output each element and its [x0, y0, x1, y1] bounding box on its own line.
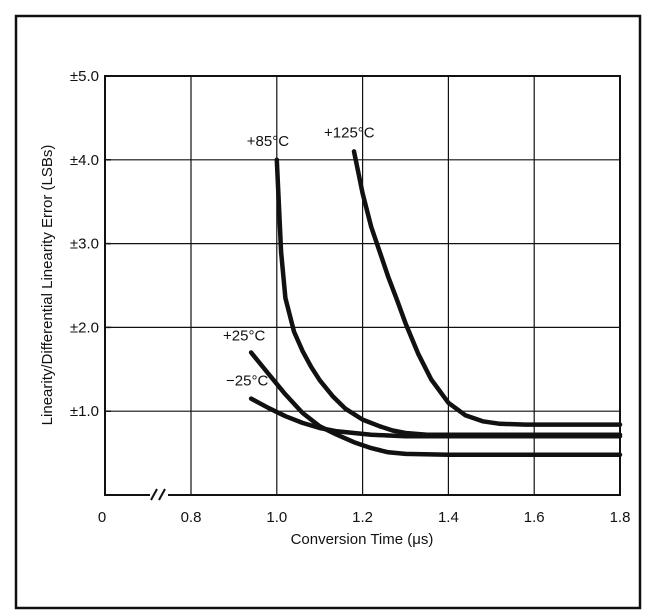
series-layer [248, 149, 623, 458]
x-tick-label-2: 1.2 [352, 509, 373, 526]
y-tick-label-0: ±1.0 [70, 403, 99, 420]
x-axis-label: Conversion Time (μs) [291, 531, 434, 548]
x-tick-label-0: 0.8 [181, 509, 202, 526]
outer-frame [14, 14, 642, 610]
y-axis-label: Linearity/Differential Linearity Error (… [39, 145, 56, 426]
x-axis-break-mark [150, 488, 168, 502]
x-tick-label-5: 1.8 [610, 509, 631, 526]
series-line-3 [248, 396, 623, 439]
x-tick-label-3: 1.4 [438, 509, 459, 526]
y-tick-label-3: ±4.0 [70, 152, 99, 169]
tick-labels: ±1.0 ±2.0 ±3.0 ±4.0 ±5.0 0.8 1.0 1.2 1.4 1.6 1.8 0 [70, 68, 631, 526]
x-tick-label-1: 1.0 [266, 509, 287, 526]
series-label-0: +85°C [247, 133, 289, 150]
series-label-2: +25°C [223, 328, 265, 345]
y-tick-label-1: ±2.0 [70, 319, 99, 336]
x-tick-label-4: 1.6 [524, 509, 545, 526]
series-labels: +85°C +125°C +25°C −25°C [223, 124, 375, 389]
plot-frame [104, 75, 621, 496]
series-line-2 [248, 350, 623, 458]
series-label-3: −25°C [226, 373, 268, 390]
y-tick-label-4: ±5.0 [70, 68, 99, 85]
x-tick-label-origin: 0 [98, 509, 106, 526]
y-tick-label-2: ±3.0 [70, 236, 99, 253]
series-label-1: +125°C [324, 124, 375, 141]
series-line-1 [351, 149, 623, 427]
